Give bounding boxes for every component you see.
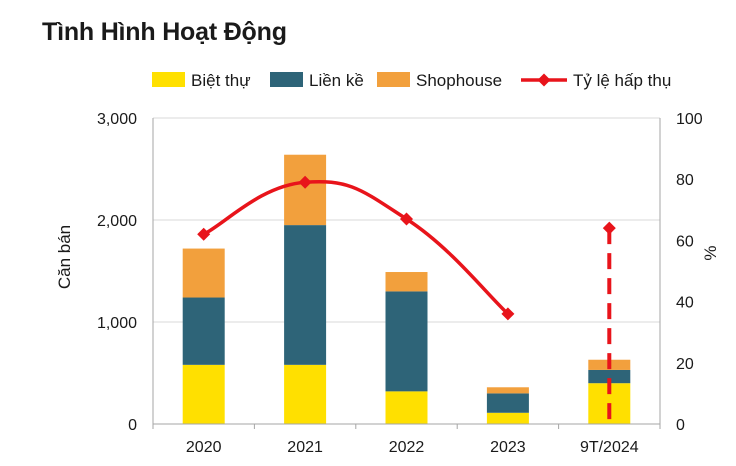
bar-segment: [486, 387, 529, 394]
legend-swatch: [270, 72, 303, 87]
y-right-tick-label: 100: [676, 111, 703, 128]
bar-segment: [182, 297, 225, 365]
y-left-tick-label: 3,000: [97, 111, 137, 128]
x-tick-label: 9T/2024: [580, 439, 639, 456]
y-right-tick-label: 40: [676, 295, 694, 312]
bar-segment: [385, 291, 428, 392]
legend-label: Biệt thự: [191, 71, 251, 90]
legend-label: Shophouse: [416, 71, 502, 90]
bar-segment: [486, 393, 529, 413]
absorption-line: [197, 175, 616, 424]
y-left-tick-label: 1,000: [97, 315, 137, 332]
y-right-tick-label: 60: [676, 233, 694, 250]
y-right-tick-label: 20: [676, 356, 694, 373]
line-marker: [197, 227, 211, 241]
legend-swatch: [377, 72, 410, 87]
bar-segment: [588, 369, 631, 384]
bar-segment: [182, 248, 225, 298]
y-left-tick-label: 2,000: [97, 213, 137, 230]
legend-label: Liền kề: [309, 71, 364, 90]
x-tick-label: 2020: [186, 439, 222, 456]
line-marker: [602, 221, 616, 235]
chart-title: Tình Hình Hoạt Động: [42, 18, 287, 46]
legend-swatch: [152, 72, 185, 87]
y-right-tick-label: 80: [676, 172, 694, 189]
line-marker: [501, 307, 515, 321]
line-marker: [400, 212, 413, 226]
legend-marker: [537, 73, 551, 87]
y-left-axis-title: Căn bán: [55, 225, 74, 289]
bar-segment: [385, 272, 428, 292]
bars: [182, 154, 631, 424]
x-tick-label: 2021: [287, 439, 323, 456]
x-tick-label: 2022: [389, 439, 425, 456]
bar-segment: [284, 364, 327, 424]
y-right-tick-label: 0: [676, 417, 685, 434]
absorption-line-solid: [202, 179, 510, 316]
line-marker: [298, 175, 312, 189]
x-tick-label: 2023: [490, 439, 526, 456]
y-left-tick-label: 0: [128, 417, 137, 434]
bar-segment: [385, 391, 428, 424]
bar-segment: [284, 225, 327, 365]
y-right-axis-title: %: [701, 245, 720, 260]
bar-segment: [284, 154, 327, 226]
legend-label: Tỷ lệ hấp thụ: [573, 71, 671, 90]
axes: 0 1,000 2,000 3,000 0 20 40 60 80 100 2020 2021 2022…: [55, 111, 720, 456]
bar-segment: [486, 412, 529, 424]
bar-segment: [182, 364, 225, 424]
legend: Biệt thự Liền kề Shophouse Tỷ lệ hấp thụ: [152, 71, 671, 90]
